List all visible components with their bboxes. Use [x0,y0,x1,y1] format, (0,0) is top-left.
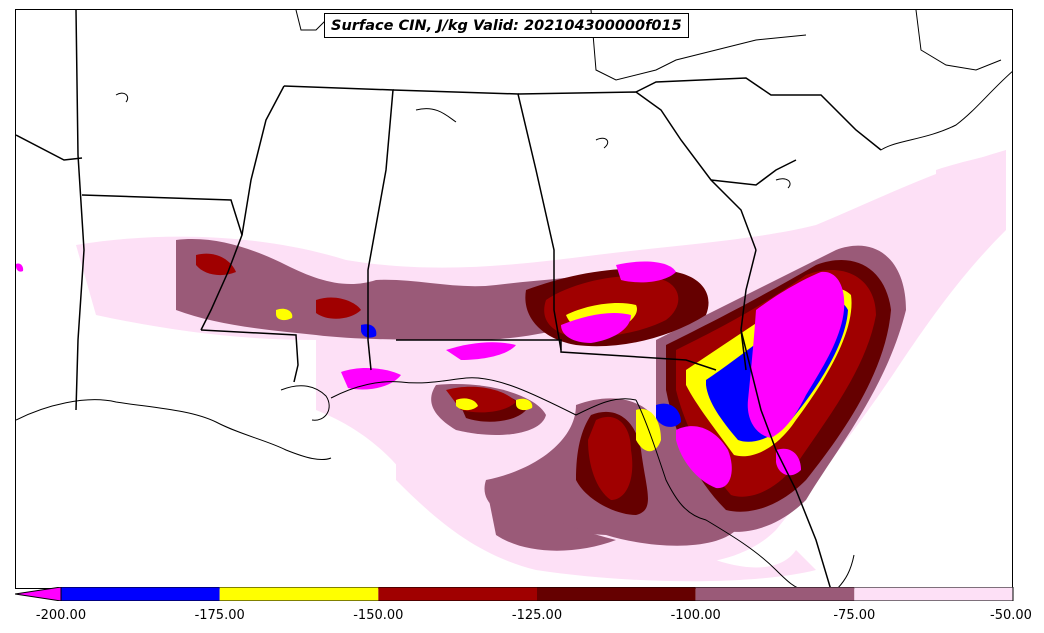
map-panel [15,9,1013,589]
colorbar-bin [854,587,1013,601]
colorbar-tick-label: -125.00 [511,608,563,623]
colorbar-tick-label: -200.00 [35,608,87,623]
colorbar-bin [378,587,537,601]
colorbar-extend-min [15,587,62,601]
colorbar-tick-label: -100.00 [670,608,721,623]
cin-map [16,10,1012,588]
colorbar-tick-label: -175.00 [194,608,245,623]
colorbar-bin [695,587,855,601]
colorbar-bin [537,587,696,601]
cin-shading [16,150,1006,582]
colorbar-tick-label: -50.00 [990,608,1032,623]
state-borders [16,10,882,588]
colorbar-bin [219,587,379,601]
colorbar-outline [60,587,1014,601]
map-title: Surface CIN, J/kg Valid: 202104300000f01… [324,13,689,38]
colorbar-tick-label: -150.00 [353,608,404,623]
colorbar [15,587,1014,601]
colorbar-bins [15,587,1013,601]
colorbar-bin [61,587,220,601]
cin-band-below-200 [16,261,845,489]
colorbar-tick-label: -75.00 [833,608,876,623]
